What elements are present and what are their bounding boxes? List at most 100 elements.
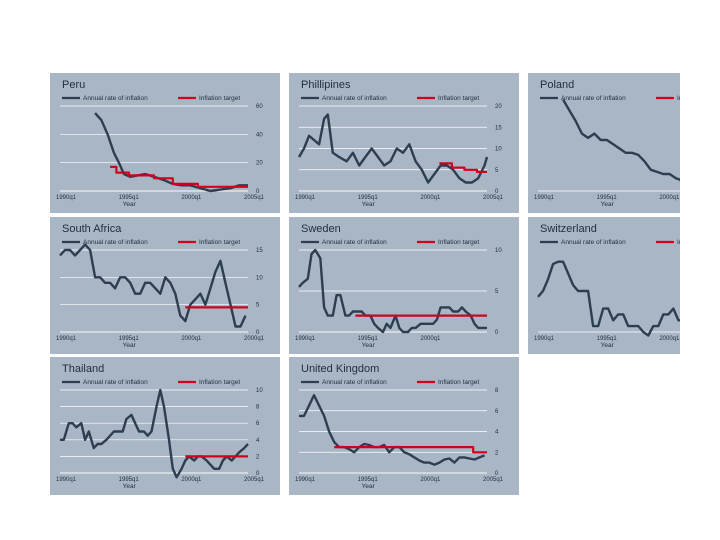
y-tick-label: 10 bbox=[256, 388, 263, 394]
y-tick-label: 60 bbox=[256, 104, 263, 110]
legend-target-label: Inflation target bbox=[438, 95, 479, 102]
x-tick-label: 2005q1 bbox=[244, 477, 265, 483]
x-tick-label: 2000q1 bbox=[420, 195, 441, 201]
chart-title: Phillipines bbox=[301, 79, 351, 91]
legend-target-label: Inflation target bbox=[199, 379, 240, 386]
y-tick-label: 0 bbox=[256, 330, 260, 336]
chart-panel-thailand: Thailand Annual rate of inflation Inflatio… bbox=[50, 357, 280, 495]
inflation-series-line bbox=[562, 98, 680, 181]
chart-svg: United Kingdom Annual rate of inflation In… bbox=[295, 363, 504, 490]
x-tick-label: 2000q1 bbox=[420, 336, 441, 342]
y-tick-label: 10 bbox=[495, 147, 502, 153]
y-tick-label: 6 bbox=[256, 421, 260, 427]
chart-svg: Thailand Annual rate of inflation Inflatio… bbox=[56, 363, 265, 490]
x-axis-label: Year bbox=[601, 342, 615, 349]
chart-svg: Sweden Annual rate of inflation Inflation … bbox=[295, 223, 502, 349]
x-tick-label: 1990q1 bbox=[534, 195, 555, 201]
chart-svg: Peru Annual rate of inflation Inflation ta… bbox=[56, 79, 265, 208]
chart-panel-sweden: Sweden Annual rate of inflation Inflation … bbox=[289, 217, 519, 354]
y-tick-label: 15 bbox=[495, 125, 502, 131]
legend-inflation-label: Annual rate of inflation bbox=[322, 239, 387, 246]
chart-title: Thailand bbox=[62, 363, 104, 375]
chart-panel-south-africa: South Africa Annual rate of inflation Infl… bbox=[50, 217, 280, 354]
y-tick-label: 15 bbox=[256, 248, 263, 254]
y-tick-label: 0 bbox=[256, 189, 260, 195]
y-tick-label: 0 bbox=[495, 330, 499, 336]
chart-title: United Kingdom bbox=[301, 363, 379, 375]
chart-svg: Phillipines Annual rate of inflation Infla… bbox=[295, 79, 504, 208]
x-tick-label: 1990q1 bbox=[295, 195, 316, 201]
inflation-series-line bbox=[60, 388, 249, 479]
legend-inflation-label: Annual rate of inflation bbox=[561, 95, 626, 102]
inflation-series-line bbox=[298, 248, 487, 334]
y-tick-label: 4 bbox=[495, 430, 499, 436]
chart-title: South Africa bbox=[62, 223, 122, 235]
y-tick-label: 2 bbox=[495, 450, 499, 456]
x-axis-label: Year bbox=[362, 201, 376, 208]
chart-panel-poland: Poland Annual rate of inflation Inflation … bbox=[528, 73, 680, 213]
x-tick-label: 1995q1 bbox=[119, 195, 140, 201]
inflation-series-line bbox=[537, 260, 680, 337]
chart-title: Poland bbox=[540, 79, 574, 91]
x-tick-label: 1995q1 bbox=[597, 195, 618, 201]
chart-svg: Switzerland Annual rate of inflation Infla… bbox=[534, 223, 680, 349]
x-tick-label: 1995q1 bbox=[358, 336, 379, 342]
x-tick-label: 2005q1 bbox=[483, 195, 504, 201]
y-tick-label: 40 bbox=[256, 132, 263, 138]
y-tick-label: 8 bbox=[495, 388, 499, 394]
x-axis-label: Year bbox=[123, 342, 137, 349]
legend-target-label: Inflation target bbox=[677, 95, 680, 102]
x-tick-label: 2000q1 bbox=[659, 195, 680, 201]
x-tick-label: 1990q1 bbox=[295, 336, 316, 342]
legend-target-label: Inflation target bbox=[199, 239, 240, 246]
x-tick-label: 2005q1 bbox=[483, 477, 504, 483]
target-series-line bbox=[439, 162, 487, 174]
x-axis-label: Year bbox=[123, 483, 137, 490]
chart-title: Peru bbox=[62, 79, 85, 91]
y-tick-label: 2 bbox=[256, 454, 260, 460]
legend-target-label: Inflation target bbox=[438, 379, 479, 386]
chart-panel-switzerland: Switzerland Annual rate of inflation Infla… bbox=[528, 217, 680, 354]
chart-title: Sweden bbox=[301, 223, 341, 235]
legend-inflation-label: Annual rate of inflation bbox=[83, 95, 148, 102]
x-tick-label: 2000q1 bbox=[181, 195, 202, 201]
x-axis-label: Year bbox=[601, 201, 615, 208]
x-tick-label: 1990q1 bbox=[56, 195, 77, 201]
y-tick-label: 10 bbox=[495, 248, 502, 254]
inflation-series-line bbox=[299, 394, 485, 466]
target-series-line bbox=[110, 165, 248, 188]
x-tick-label: 2000q1 bbox=[659, 336, 680, 342]
x-tick-label: 2000q1 bbox=[181, 336, 202, 342]
legend-inflation-label: Annual rate of inflation bbox=[561, 239, 626, 246]
y-tick-label: 8 bbox=[256, 405, 260, 411]
chart-svg: Poland Annual rate of inflation Inflation … bbox=[534, 79, 680, 208]
inflation-series-line bbox=[59, 243, 247, 328]
x-tick-label: 1995q1 bbox=[119, 336, 140, 342]
x-tick-label: 1990q1 bbox=[534, 336, 555, 342]
legend-inflation-label: Annual rate of inflation bbox=[322, 379, 387, 386]
chart-panel-phillipines: Phillipines Annual rate of inflation Infla… bbox=[289, 73, 519, 213]
y-tick-label: 0 bbox=[495, 189, 499, 195]
y-tick-label: 10 bbox=[256, 275, 263, 281]
legend-target-label: Inflation target bbox=[199, 95, 240, 102]
legend-target-label: Inflation target bbox=[438, 239, 479, 246]
x-tick-label: 1990q1 bbox=[295, 477, 316, 483]
y-tick-label: 6 bbox=[495, 409, 499, 415]
y-tick-label: 5 bbox=[256, 303, 260, 309]
x-tick-label: 1990q1 bbox=[56, 477, 77, 483]
inflation-series-line bbox=[297, 113, 489, 184]
legend-inflation-label: Annual rate of inflation bbox=[83, 239, 148, 246]
y-tick-label: 4 bbox=[256, 438, 260, 444]
x-tick-label: 2000q1 bbox=[244, 336, 265, 342]
x-tick-label: 2000q1 bbox=[420, 477, 441, 483]
y-tick-label: 20 bbox=[256, 161, 263, 167]
x-tick-label: 1995q1 bbox=[119, 477, 140, 483]
x-tick-label: 2005q1 bbox=[244, 195, 265, 201]
x-axis-label: Year bbox=[362, 483, 376, 490]
x-tick-label: 2000q1 bbox=[181, 477, 202, 483]
y-tick-label: 0 bbox=[495, 471, 499, 477]
y-tick-label: 5 bbox=[495, 168, 499, 174]
y-tick-label: 0 bbox=[256, 471, 260, 477]
x-axis-label: Year bbox=[362, 342, 376, 349]
x-tick-label: 1995q1 bbox=[358, 477, 379, 483]
